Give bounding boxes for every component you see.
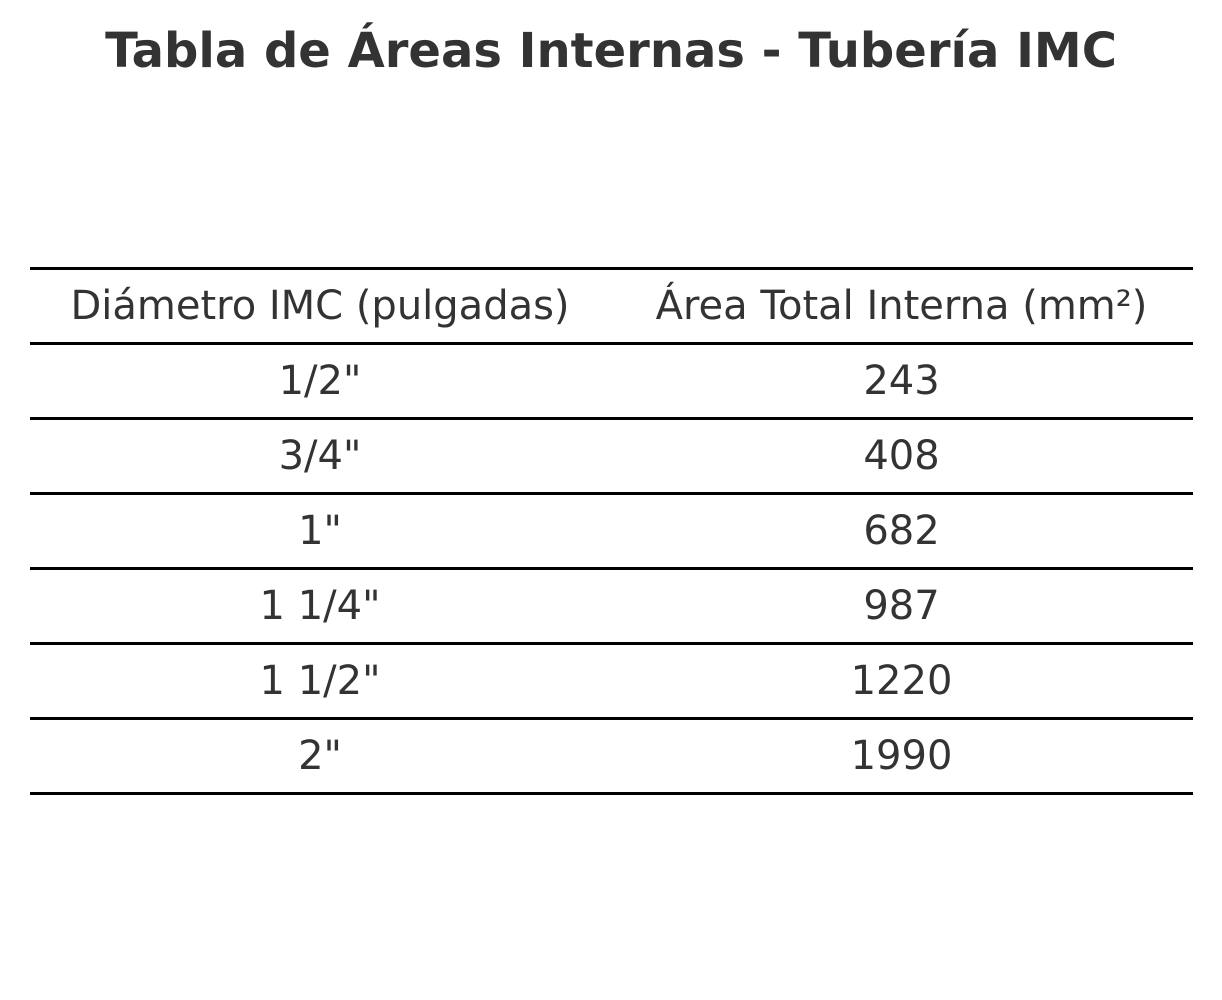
page-title: Tabla de Áreas Internas - Tubería IMC — [105, 23, 1117, 79]
table-header-row: Diámetro IMC (pulgadas) Área Total Inter… — [30, 267, 1193, 345]
table-row: 2" 1990 — [30, 717, 1193, 795]
cell-area: 1220 — [610, 642, 1193, 720]
area-table-container: Diámetro IMC (pulgadas) Área Total Inter… — [30, 267, 1193, 795]
cell-diameter: 1/2" — [30, 342, 610, 420]
table-row: 1 1/2" 1220 — [30, 642, 1193, 720]
table-row: 1 1/4" 987 — [30, 567, 1193, 645]
column-header-diameter: Diámetro IMC (pulgadas) — [30, 267, 610, 345]
table-row: 1" 682 — [30, 492, 1193, 570]
cell-diameter: 3/4" — [30, 417, 610, 495]
area-table: Diámetro IMC (pulgadas) Área Total Inter… — [30, 267, 1193, 795]
cell-diameter: 1 1/4" — [30, 567, 610, 645]
cell-area: 243 — [610, 342, 1193, 420]
cell-diameter: 2" — [30, 717, 610, 795]
cell-area: 682 — [610, 492, 1193, 570]
cell-area: 408 — [610, 417, 1193, 495]
cell-area: 987 — [610, 567, 1193, 645]
table-row: 1/2" 243 — [30, 342, 1193, 420]
table-row: 3/4" 408 — [30, 417, 1193, 495]
cell-diameter: 1" — [30, 492, 610, 570]
column-header-area: Área Total Interna (mm²) — [610, 267, 1193, 345]
cell-diameter: 1 1/2" — [30, 642, 610, 720]
cell-area: 1990 — [610, 717, 1193, 795]
